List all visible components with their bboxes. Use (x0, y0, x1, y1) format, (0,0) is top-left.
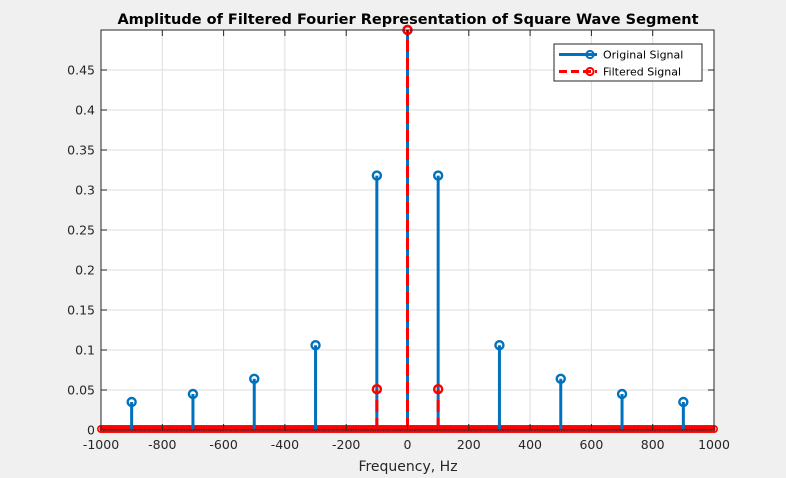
x-tick-label: 400 (518, 437, 542, 452)
chart-title: Amplitude of Filtered Fourier Representa… (117, 12, 698, 28)
x-tick-label: -600 (209, 437, 237, 452)
stem-marker (126, 396, 137, 408)
x-tick-label: 200 (457, 437, 481, 452)
legend-label-filtered: Filtered Signal (603, 66, 681, 79)
y-tick-label: 0.1 (75, 343, 95, 358)
x-axis-label: Frequency, Hz (358, 459, 457, 475)
stem-marker (249, 373, 260, 384)
legend-marker-original (585, 49, 595, 60)
y-tick-labels: 0 0.05 0.1 0.15 0.2 0.25 0.3 0.35 0.4 0.45 (67, 63, 95, 438)
stem-marker (371, 170, 383, 181)
y-tick-label: 0.25 (67, 223, 95, 238)
x-tick-label: -400 (271, 437, 299, 452)
y-tick-label: 0.3 (75, 183, 95, 198)
y-tick-label: 0.35 (67, 143, 95, 158)
stem-marker (678, 396, 689, 408)
ticks (100, 30, 715, 431)
stem-marker (494, 340, 505, 351)
stem-marker (616, 388, 628, 400)
y-tick-label: 0.05 (67, 383, 95, 398)
x-tick-labels: -1000 -800 -600 -400 -200 0 200 400 600 800 1000 (83, 437, 730, 452)
y-tick-label: 0.2 (75, 263, 95, 278)
y-tick-label: 0.4 (75, 103, 95, 118)
x-tick-label: 1000 (698, 437, 730, 452)
stem-marker (555, 373, 566, 384)
y-tick-label: 0 (87, 423, 95, 438)
x-tick-label: -800 (148, 437, 176, 452)
x-tick-label: 600 (579, 437, 603, 452)
stem-marker (432, 170, 444, 181)
legend: Original Signal Filtered Signal (553, 43, 703, 82)
x-tick-label: -200 (332, 437, 360, 452)
x-tick-label: 0 (404, 437, 412, 452)
x-tick-label: 800 (641, 437, 665, 452)
y-tick-label: 0.15 (67, 303, 95, 318)
stem-marker (310, 340, 321, 351)
stem-marker (371, 384, 383, 395)
legend-label-original: Original Signal (603, 49, 683, 62)
legend-box (553, 43, 703, 82)
x-tick-label: -1000 (83, 437, 119, 452)
stem-marker (432, 384, 444, 395)
series-filtered-signal (371, 24, 444, 430)
stem-marker (187, 388, 199, 400)
y-tick-label: 0.45 (67, 63, 95, 78)
legend-marker-filtered (585, 66, 595, 77)
